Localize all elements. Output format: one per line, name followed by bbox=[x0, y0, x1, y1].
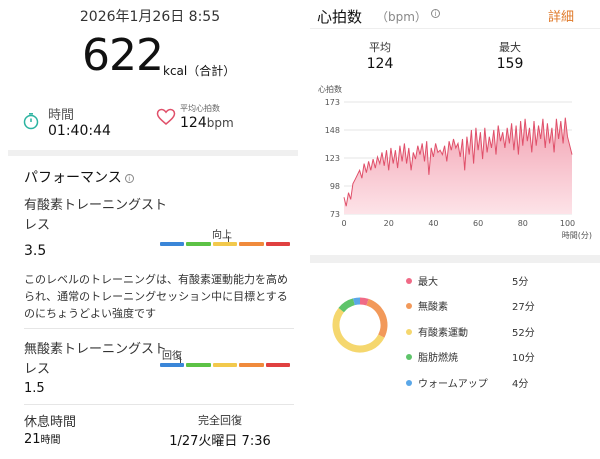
rest-time-label: 休息時間 bbox=[24, 415, 77, 430]
hr-max-label: 最大 bbox=[499, 41, 521, 54]
y-axis-label: 心拍数 bbox=[318, 84, 342, 94]
aerobic-stress-value: 3.5 bbox=[24, 243, 47, 259]
scale-segment bbox=[212, 363, 238, 367]
anaerobic-stress-label: 無酸素トレーニングストレス bbox=[24, 342, 168, 377]
stopwatch-icon bbox=[23, 113, 39, 130]
scale-segment bbox=[186, 242, 211, 246]
zone-name: 最大 bbox=[418, 277, 438, 288]
zone-legend-item: 最大 5分 bbox=[406, 273, 596, 293]
zone-minutes: 5分 bbox=[512, 277, 529, 288]
aerobic-stress-label: 有酸素トレーニングストレス bbox=[24, 198, 168, 233]
x-tick-label: 20 bbox=[384, 219, 394, 228]
zone-legend-item: 有酸素運動 52分 bbox=[406, 324, 596, 344]
x-axis-label: 時間(分) bbox=[562, 231, 592, 240]
rest-time-number: 21 bbox=[24, 432, 41, 447]
workout-date: 2026年1月26日 8:55 bbox=[79, 9, 221, 25]
zone-slice bbox=[359, 297, 369, 306]
duration-label: 時間 bbox=[48, 108, 75, 123]
avg-hr-label: 平均心拍数 bbox=[180, 104, 220, 113]
hr-max-value: 159 bbox=[496, 56, 524, 72]
heart-rate-unit: （bpm） bbox=[376, 10, 427, 24]
section-divider bbox=[310, 255, 600, 263]
zone-name: 有酸素運動 bbox=[418, 328, 468, 339]
calories-value: 622 bbox=[82, 30, 164, 81]
hr-series-line bbox=[343, 117, 573, 207]
aerobic-stress-scale bbox=[160, 242, 291, 246]
y-tick-label: 173 bbox=[325, 98, 340, 107]
avg-hr-value: 124bpm bbox=[180, 115, 234, 131]
zone-slice bbox=[353, 297, 361, 306]
rest-time-value: 21時間 bbox=[24, 431, 61, 447]
x-tick-label: 80 bbox=[518, 219, 528, 228]
x-tick-label: 60 bbox=[473, 219, 483, 228]
scale-segment bbox=[212, 242, 238, 246]
zone-legend-item: 脂肪燃焼 10分 bbox=[406, 349, 596, 369]
avg-hr-unit: bpm bbox=[206, 116, 234, 130]
aerobic-scale-marker bbox=[227, 236, 229, 244]
detail-link[interactable]: 詳細 bbox=[548, 10, 575, 25]
anaerobic-stress-scale bbox=[160, 363, 291, 367]
full-recovery-label: 完全回復 bbox=[198, 414, 242, 427]
zone-color-dot bbox=[406, 329, 412, 335]
avg-hr-number: 124 bbox=[180, 115, 207, 131]
row-divider bbox=[24, 404, 294, 405]
zone-minutes: 27分 bbox=[512, 302, 535, 313]
x-tick-label: 40 bbox=[428, 219, 438, 228]
performance-title: パフォーマンス i bbox=[24, 167, 134, 187]
heart-rate-title: 心拍数 bbox=[317, 8, 363, 26]
zone-minutes: 4分 bbox=[512, 379, 529, 390]
x-tick-label: 0 bbox=[341, 219, 346, 228]
section-divider bbox=[8, 150, 298, 156]
scale-segment bbox=[160, 242, 185, 246]
hr-avg-label: 平均 bbox=[369, 41, 391, 54]
y-tick-label: 98 bbox=[330, 182, 340, 191]
zone-donut-chart bbox=[332, 297, 388, 353]
hr-avg-value: 124 bbox=[366, 56, 394, 72]
scale-segment bbox=[265, 242, 291, 246]
zone-slice bbox=[366, 298, 388, 338]
zone-name: 脂肪燃焼 bbox=[418, 353, 458, 364]
anaerobic-scale-marker bbox=[179, 357, 181, 365]
header-divider bbox=[310, 28, 600, 29]
scale-segment bbox=[265, 363, 291, 367]
aerobic-description: このレベルのトレーニングは、有酸素運動能力を高められ、通常のトレーニングセッショ… bbox=[24, 273, 288, 320]
zone-minutes: 10分 bbox=[512, 353, 535, 364]
zone-legend-item: 無酸素 27分 bbox=[406, 298, 596, 318]
zone-name: 無酸素 bbox=[418, 302, 448, 313]
duration-value: 01:40:44 bbox=[48, 123, 111, 139]
scale-segment bbox=[186, 363, 211, 367]
info-icon[interactable]: i bbox=[124, 173, 134, 183]
scale-segment bbox=[239, 242, 264, 246]
info-icon[interactable]: i bbox=[431, 9, 440, 18]
calories-unit: kcal（合計） bbox=[163, 64, 236, 78]
aerobic-scale-label: 向上 bbox=[212, 230, 232, 241]
workout-summary-panel: 2026年1月26日 8:55 622 kcal（合計） 時間 01:40:44… bbox=[8, 9, 298, 449]
zone-color-dot bbox=[406, 354, 412, 360]
zone-slice bbox=[332, 307, 385, 353]
zone-legend-item: ウォームアップ 4分 bbox=[406, 375, 596, 395]
zone-minutes: 52分 bbox=[512, 328, 535, 339]
scale-segment bbox=[239, 363, 264, 367]
heart-rate-panel bbox=[300, 0, 600, 459]
zone-slice bbox=[338, 298, 356, 313]
scale-segment bbox=[160, 363, 185, 367]
rest-time-unit: 時間 bbox=[40, 435, 61, 446]
zone-color-dot bbox=[406, 380, 412, 386]
zone-color-dot bbox=[406, 303, 412, 309]
full-recovery-value: 1/27火曜日 7:36 bbox=[169, 434, 271, 449]
y-tick-label: 123 bbox=[325, 154, 340, 163]
performance-title-text: パフォーマンス bbox=[24, 170, 122, 186]
zone-color-dot bbox=[406, 278, 412, 284]
anaerobic-scale-label: 回復 bbox=[162, 351, 182, 362]
row-divider bbox=[24, 328, 294, 329]
y-tick-label: 148 bbox=[325, 126, 340, 135]
x-tick-label: 100 bbox=[560, 219, 575, 228]
y-tick-label: 73 bbox=[330, 210, 340, 219]
zone-name: ウォームアップ bbox=[418, 379, 488, 390]
heart-icon bbox=[156, 108, 176, 125]
anaerobic-stress-value: 1.5 bbox=[24, 381, 45, 396]
